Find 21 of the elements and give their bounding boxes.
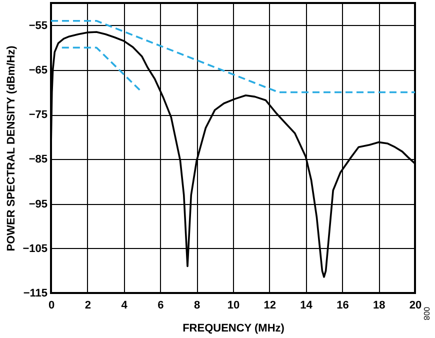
y-tick-label: −85: [28, 154, 48, 166]
x-tick-label: 18: [372, 300, 386, 312]
y-tick-label: −105: [22, 242, 48, 255]
x-tick-label: 16: [336, 300, 349, 312]
x-tick-label: 4: [121, 300, 128, 312]
x-tick-label: 12: [264, 300, 276, 312]
x-tick-label: 20: [409, 300, 422, 312]
x-tick-label: 8: [194, 300, 200, 312]
y-tick-label: −115: [23, 288, 48, 300]
y-tick-label: −55: [28, 20, 48, 32]
x-tick-label: 0: [48, 300, 55, 312]
y-tick-label: −65: [28, 64, 48, 76]
x-tick-label: 10: [227, 300, 240, 312]
text: 008: [422, 306, 431, 320]
y-axis-title: POWER SPECTRAL DENSITY (dBm/Hz): [6, 45, 18, 252]
x-axis-title: FREQUENCY (MHz): [182, 322, 285, 334]
y-tick-label: −75: [28, 109, 48, 122]
x-tick-label: 14: [300, 300, 314, 312]
x-tick-label: 2: [84, 300, 91, 312]
y-tick-label: −95: [28, 198, 48, 210]
x-tick-label: 6: [158, 300, 164, 312]
